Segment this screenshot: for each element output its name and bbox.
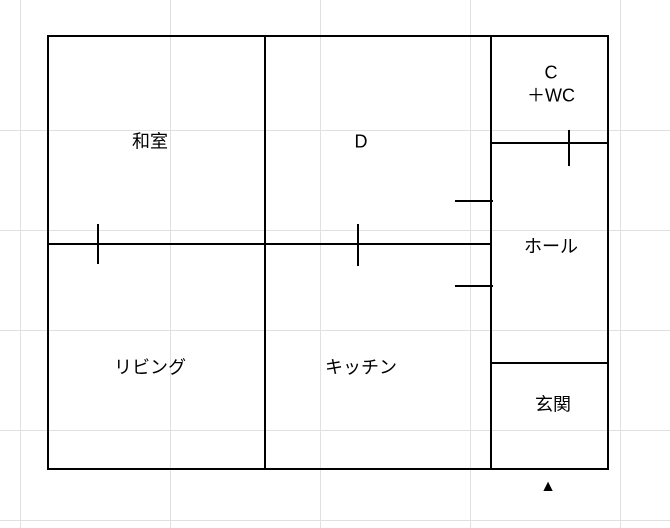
- wall-right-vertical: [490, 35, 492, 470]
- wall-cwc-bottom: [490, 142, 609, 144]
- room-label-dining: D: [355, 130, 368, 153]
- door-washitsu-door: [97, 224, 99, 264]
- grid-h-line: [0, 520, 670, 521]
- room-label-hall: ホール: [524, 235, 578, 258]
- door-hall-top-a: [455, 200, 493, 202]
- door-dining-door: [357, 224, 359, 266]
- room-label-living: リビング: [114, 356, 186, 379]
- room-label-cwc: C＋WC: [527, 62, 575, 109]
- door-cwc-door: [568, 130, 570, 166]
- wall-mid-vertical: [264, 35, 266, 470]
- room-label-kitchen: キッチン: [325, 356, 397, 379]
- wall-genkan-top: [490, 362, 609, 364]
- entrance-arrow-icon: ▲: [540, 478, 556, 496]
- door-hall-top-b: [455, 285, 493, 287]
- floorplan-canvas: 和室 D C＋WC ホール リビング キッチン 玄関 ▲: [0, 0, 670, 528]
- room-label-genkan: 玄関: [535, 393, 571, 416]
- grid-v-line: [20, 0, 21, 528]
- grid-v-line: [620, 0, 621, 528]
- room-label-washitsu: 和室: [132, 130, 168, 153]
- wall-mid-horizontal: [47, 243, 492, 245]
